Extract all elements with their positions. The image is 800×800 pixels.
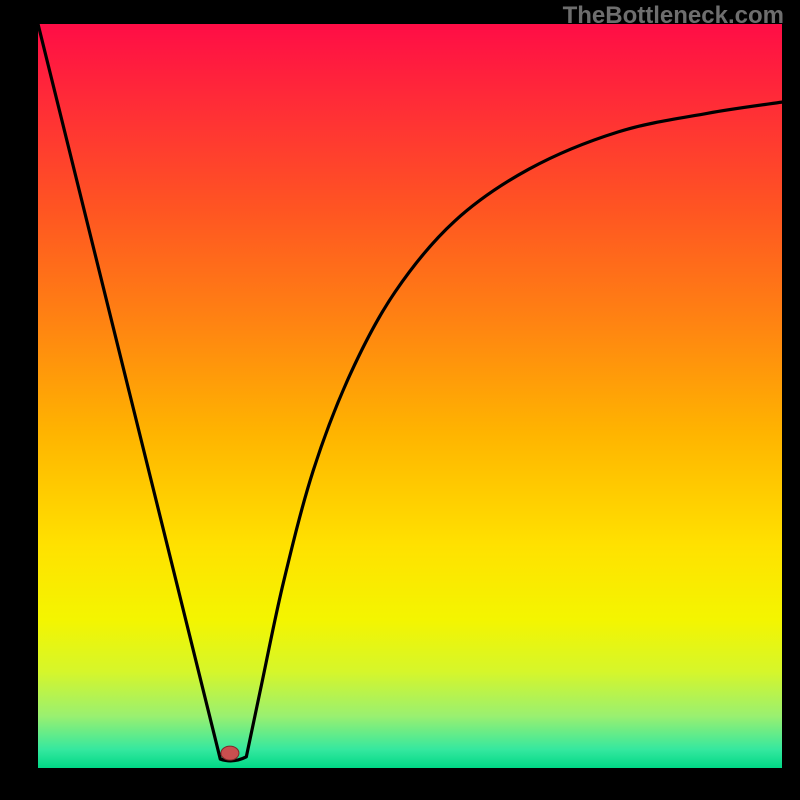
stage: TheBottleneck.com [0, 0, 800, 800]
chart-svg [0, 0, 800, 800]
plot-area [38, 24, 782, 768]
optimal-point-marker [221, 746, 239, 760]
gradient-background [38, 24, 782, 768]
